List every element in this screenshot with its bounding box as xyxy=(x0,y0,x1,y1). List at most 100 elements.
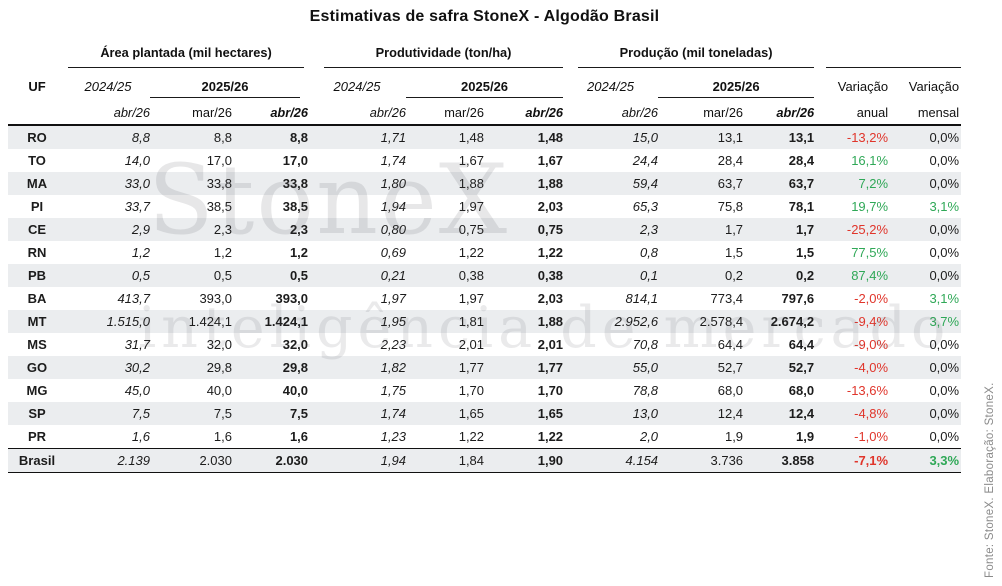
prod-value: 4.154 xyxy=(563,448,659,473)
prod-value: 1,9 xyxy=(796,429,815,444)
area-value: 2,3 xyxy=(289,222,309,237)
prod-value: 3.736 xyxy=(658,448,744,473)
variation-monthly-value: 0,0% xyxy=(929,245,960,260)
prod-value: 0,1 xyxy=(639,268,659,283)
prod-value: 65,3 xyxy=(632,199,659,214)
area-value: 33,8 xyxy=(282,176,309,191)
yield-cur-season: 2025/26 xyxy=(406,68,564,98)
source-note: Fonte: StoneX. Elaboração: StoneX. xyxy=(984,382,996,578)
area-prev-season: 2024/25 xyxy=(84,79,132,94)
prod-value: 12,4 xyxy=(788,406,815,421)
variation-annual-value: 77,5% xyxy=(851,245,889,260)
area-prev-month: abr/26 xyxy=(66,98,150,126)
area-value: 1,6 xyxy=(289,429,309,444)
prod-value: 64,4 xyxy=(788,337,815,352)
variation-annual-value: -13,2% xyxy=(846,130,889,145)
prod-value: 59,4 xyxy=(632,176,659,191)
variation-annual-value: -7,1% xyxy=(814,448,889,473)
area-value: 38,5 xyxy=(206,199,232,214)
area-value: 0,5 xyxy=(213,268,232,283)
table-row-MG: MG 45,0 40,0 40,0 1,75 1,70 1,70 78,8 68,0 68,0 -1… xyxy=(8,379,961,402)
yield-value: 0,38 xyxy=(458,268,485,283)
group-header-production: Produção (mil toneladas) xyxy=(563,38,815,68)
yield-value: 1,22 xyxy=(458,245,485,260)
yield-value: 1,88 xyxy=(537,314,564,329)
area-value: 2.030 xyxy=(150,448,232,473)
prod-value: 52,7 xyxy=(788,360,815,375)
variation-monthly-value: 0,0% xyxy=(929,176,960,191)
table-body: RO 8,8 8,8 8,8 1,71 1,48 1,48 15,0 13,1 13,1 -13,2… xyxy=(8,125,962,473)
uf-cell: MS xyxy=(27,337,47,352)
area-value: 45,0 xyxy=(124,383,150,398)
prod-value: 1,5 xyxy=(724,245,744,260)
variation-monthly-value: 3,7% xyxy=(929,314,960,329)
yield-value: 1,77 xyxy=(537,360,564,375)
table-row-RN: RN 1,2 1,2 1,2 0,69 1,22 1,22 0,8 1,5 1,5 77,5% 0,0… xyxy=(8,241,961,264)
yield-value: 1,23 xyxy=(380,429,407,444)
prod-value: 2,0 xyxy=(639,429,659,444)
table-row-GO: GO 30,2 29,8 29,8 1,82 1,77 1,77 55,0 52,7 52,7 -4… xyxy=(8,356,962,379)
variation-annual-value: -4,8% xyxy=(854,406,889,421)
yield-value: 1,95 xyxy=(380,314,407,329)
yield-value: 0,80 xyxy=(380,222,407,237)
area-value: 17,0 xyxy=(206,153,232,168)
prod-value: 2.578,4 xyxy=(699,314,744,329)
prod-value: 68,0 xyxy=(788,383,815,398)
group-header-yield: Produtividade (ton/ha) xyxy=(308,38,564,68)
prod-value: 28,4 xyxy=(788,153,815,168)
area-value: 1,6 xyxy=(131,429,150,444)
uf-cell: RN xyxy=(27,245,47,260)
prod-value: 12,4 xyxy=(717,406,744,421)
variation-monthly-value: 0,0% xyxy=(929,222,960,237)
prod-value: 15,0 xyxy=(632,130,659,145)
variation-monthly-value: 0,0% xyxy=(929,360,960,375)
prod-value: 70,8 xyxy=(632,337,659,352)
table-row-MT: MT 1.515,0 1.424,1 1.424,1 1,95 1,81 1,88 2.952… xyxy=(8,310,962,333)
yield-value: 1,65 xyxy=(458,406,485,421)
header-season-row: UF 2024/25 2025/26 2024/25 2025/26 2024/… xyxy=(8,68,961,98)
area-value: 2.139 xyxy=(66,448,150,473)
prod-value: 68,0 xyxy=(717,383,744,398)
yield-value: 1,67 xyxy=(458,153,485,168)
variation-annual-value: 16,1% xyxy=(851,153,889,168)
prod-value: 1,7 xyxy=(724,222,744,237)
area-cur-month1: mar/26 xyxy=(150,98,232,126)
uf-cell: SP xyxy=(28,406,46,421)
prod-value: 78,1 xyxy=(788,199,815,214)
uf-cell: PR xyxy=(27,429,47,444)
area-value: 393,0 xyxy=(199,291,232,306)
table-row-TO: TO 14,0 17,0 17,0 1,74 1,67 1,67 24,4 28,4 28,4 16… xyxy=(8,149,961,172)
yield-value: 0,75 xyxy=(537,222,564,237)
prod-value: 1,7 xyxy=(796,222,815,237)
yield-prev-season: 2024/25 xyxy=(333,79,381,94)
prod-value: 63,7 xyxy=(717,176,744,191)
yield-value: 1,22 xyxy=(537,245,564,260)
variation-monthly-sub: mensal xyxy=(888,98,962,126)
group-label-production: Produção (mil toneladas) xyxy=(578,45,815,68)
variation-annual-value: 19,7% xyxy=(851,199,889,214)
group-header-area: Área plantada (mil hectares) xyxy=(66,38,308,68)
area-value: 1,2 xyxy=(213,245,232,260)
uf-cell: RO xyxy=(27,130,47,145)
area-value: 33,8 xyxy=(206,176,232,191)
prod-value: 55,0 xyxy=(632,360,659,375)
variation-monthly-value: 0,0% xyxy=(929,383,960,398)
table-row-CE: CE 2,9 2,3 2,3 0,80 0,75 0,75 2,3 1,7 1,7 -25,2% 0,… xyxy=(8,218,962,241)
prod-cur-season: 2025/26 xyxy=(658,68,815,98)
yield-value: 1,82 xyxy=(380,360,407,375)
area-value: 40,0 xyxy=(282,383,309,398)
variation-annual-sub: anual xyxy=(814,98,889,126)
prod-value: 0,2 xyxy=(724,268,744,283)
yield-value: 1,88 xyxy=(537,176,564,191)
variation-monthly-value: 3,1% xyxy=(929,199,960,214)
area-value: 2.030 xyxy=(232,448,309,473)
variation-annual-value: 7,2% xyxy=(858,176,889,191)
yield-value: 1,67 xyxy=(537,153,564,168)
uf-cell: BA xyxy=(27,291,47,306)
prod-cur-month2: abr/26 xyxy=(743,98,815,126)
area-value: 38,5 xyxy=(282,199,309,214)
yield-value: 1,70 xyxy=(458,383,485,398)
area-value: 1,2 xyxy=(289,245,309,260)
variation-annual-title: Variação xyxy=(837,79,889,94)
variation-monthly-value: 0,0% xyxy=(929,406,960,421)
